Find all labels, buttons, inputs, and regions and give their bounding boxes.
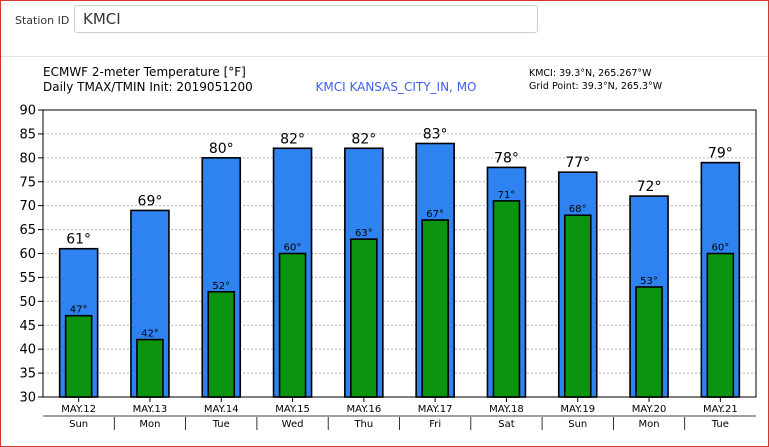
x-day-label: Thu <box>353 419 373 430</box>
x-tick-label: MAY.16 <box>347 404 382 415</box>
tmax-label: 83° <box>423 126 448 142</box>
tmin-label: 60° <box>711 243 729 254</box>
x-tick-label: MAY.20 <box>632 404 667 415</box>
tmin-bar <box>421 219 449 398</box>
tmax-label: 77° <box>565 155 590 171</box>
y-tick-label: 35 <box>19 367 36 382</box>
tmin-label: 68° <box>569 204 587 215</box>
tmin-bar <box>136 338 164 398</box>
y-tick-label: 65 <box>19 223 36 238</box>
tmin-label: 42° <box>141 329 159 340</box>
x-tick-label: MAY.13 <box>133 404 168 415</box>
tmax-label: 61° <box>66 232 91 248</box>
y-tick-label: 45 <box>19 319 36 334</box>
station-id-input[interactable] <box>74 5 538 33</box>
tmin-bar <box>492 200 521 398</box>
tmin-bar <box>64 314 93 398</box>
tmin-label: 52° <box>212 281 230 292</box>
y-tick-label: 85 <box>19 127 36 142</box>
chart-location-line1: KMCI: 39.3°N, 265.267°W <box>529 68 652 79</box>
tmin-label: 67° <box>426 209 444 220</box>
tmin-bar <box>563 214 592 398</box>
y-tick-label: 80 <box>19 151 36 166</box>
tmax-label: 78° <box>494 150 519 166</box>
tmax-label: 80° <box>209 141 234 157</box>
tmin-label: 60° <box>284 243 302 254</box>
tmin-bar <box>706 252 735 398</box>
y-tick-label: 50 <box>19 295 36 310</box>
plot-frame <box>42 109 757 398</box>
station-bar: Station ID <box>1 1 768 49</box>
tmax-label: 72° <box>637 179 662 195</box>
x-day-label: Wed <box>282 419 304 430</box>
y-tick-label: 60 <box>19 247 36 262</box>
tmin-bar <box>207 290 236 398</box>
x-tick-label: MAY.15 <box>275 404 310 415</box>
tmin-label: 71° <box>498 190 516 201</box>
chart-station-name: KMCI KANSAS_CITY_IN, MO <box>316 80 477 94</box>
divider <box>1 56 768 57</box>
x-day-label: Mon <box>139 419 160 430</box>
x-tick-label: MAY.21 <box>703 404 738 415</box>
tmax-label: 69° <box>138 193 163 209</box>
y-tick-label: 75 <box>19 175 36 190</box>
tmax-label: 79° <box>708 146 733 162</box>
temperature-chart: ECMWF 2-meter Temperature [°F] Daily TMA… <box>19 65 757 430</box>
x-day-label: Mon <box>639 419 660 430</box>
tmax-label: 82° <box>280 131 305 147</box>
chart-location-line2: Grid Point: 39.3°N, 265.3°W <box>529 81 663 92</box>
x-day-label: Sat <box>498 419 514 430</box>
x-day-label: Tue <box>212 419 230 430</box>
tmin-label: 53° <box>640 276 658 287</box>
chart-title-line1: ECMWF 2-meter Temperature [°F] <box>43 65 246 79</box>
tmax-label: 82° <box>351 131 376 147</box>
y-tick-label: 40 <box>19 343 36 358</box>
tmin-bar <box>635 286 663 398</box>
x-tick-label: MAY.12 <box>61 404 96 415</box>
tmin-bar <box>278 252 307 398</box>
plot-area: 30 35 40 45 50 55 60 65 70 75 80 85 90 61° 47° MAY.12 Su… <box>19 104 757 430</box>
x-day-label: Sun <box>568 419 587 430</box>
x-tick-label: MAY.18 <box>489 404 524 415</box>
tmin-label: 63° <box>355 228 373 239</box>
y-tick-label: 90 <box>19 104 36 119</box>
x-day-label: Tue <box>711 419 729 430</box>
y-tick-label: 30 <box>19 391 36 406</box>
y-tick-label: 55 <box>19 271 36 286</box>
tmin-label: 47° <box>70 305 88 316</box>
tmin-bar <box>350 238 378 398</box>
x-tick-label: MAY.14 <box>204 404 239 415</box>
x-day-label: Sun <box>69 419 88 430</box>
station-id-label: Station ID <box>15 14 70 27</box>
x-day-label: Fri <box>429 419 441 430</box>
x-tick-label: MAY.19 <box>560 404 595 415</box>
chart-title-line2: Daily TMAX/TMIN Init: 2019051200 <box>43 80 253 94</box>
x-tick-label: MAY.17 <box>418 404 453 415</box>
y-tick-label: 70 <box>19 199 36 214</box>
